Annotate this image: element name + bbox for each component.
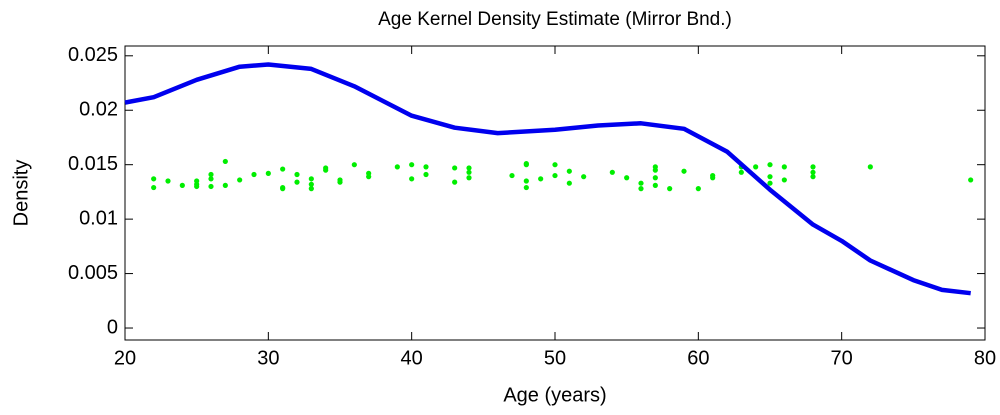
- scatter-point: [767, 180, 773, 186]
- scatter-point: [466, 165, 472, 171]
- scatter-point: [968, 177, 974, 183]
- scatter-point: [523, 178, 529, 184]
- x-tick-label: 20: [114, 347, 136, 369]
- x-tick-label: 50: [544, 347, 566, 369]
- y-axis-label: Density: [10, 160, 32, 227]
- scatter-point: [351, 162, 357, 168]
- scatter-point: [337, 179, 343, 185]
- x-tick-label: 80: [974, 347, 996, 369]
- scatter-point: [753, 164, 759, 170]
- x-tick-label: 40: [401, 347, 423, 369]
- scatter-point: [638, 186, 644, 192]
- scatter-point: [208, 176, 214, 182]
- scatter-point: [222, 182, 228, 188]
- scatter-point: [251, 171, 257, 178]
- density-line: [124, 62, 971, 296]
- scatter-point: [652, 182, 658, 188]
- scatter-point: [280, 166, 286, 172]
- plot-frame: [124, 45, 986, 341]
- scatter-point: [294, 171, 300, 178]
- y-tick-label: 0.005: [68, 262, 118, 284]
- scatter-point: [208, 171, 214, 178]
- chart-title: Age Kernel Density Estimate (Mirror Bnd.…: [378, 9, 732, 30]
- scatter-point: [538, 176, 544, 182]
- scatter-point: [552, 172, 558, 179]
- scatter-point: [710, 175, 716, 181]
- scatter-point: [151, 176, 157, 182]
- scatter-point: [867, 164, 873, 170]
- scatter-point: [423, 171, 429, 178]
- scatter-point: [466, 175, 472, 181]
- scatter-point: [767, 174, 773, 180]
- scatter-point: [165, 178, 171, 184]
- y-tick-label: 0: [107, 316, 118, 338]
- scatter-point: [308, 186, 314, 192]
- x-tick-label: 60: [687, 347, 709, 369]
- scatter-point: [695, 186, 701, 192]
- scatter-point: [810, 164, 816, 170]
- scatter-point: [237, 177, 243, 183]
- scatter-point: [208, 183, 214, 190]
- scatter-point: [667, 186, 673, 192]
- x-axis-label: Age (years): [503, 384, 606, 406]
- scatter-point: [566, 168, 572, 174]
- scatter-point: [423, 164, 429, 170]
- y-tick-label: 0.02: [79, 99, 118, 121]
- scatter-point: [552, 162, 558, 168]
- scatter-point: [308, 181, 314, 187]
- scatter-point: [523, 184, 529, 191]
- y-tick-label: 0.015: [68, 153, 118, 175]
- scatter-point: [566, 180, 572, 186]
- scatter-point: [308, 176, 314, 182]
- scatter-point: [194, 183, 200, 190]
- scatter-point: [652, 167, 658, 173]
- scatter-point: [409, 162, 415, 168]
- x-tick-label: 70: [831, 347, 853, 369]
- scatter-point: [452, 165, 458, 171]
- scatter-point: [280, 186, 286, 192]
- scatter-point: [509, 172, 515, 179]
- scatter-point: [738, 169, 744, 175]
- scatter-point: [581, 174, 587, 180]
- scatter-point: [609, 169, 615, 175]
- y-tick-label: 0.01: [79, 207, 118, 229]
- scatter-point: [810, 169, 816, 175]
- scatter-point: [409, 176, 415, 182]
- scatter-point: [452, 179, 458, 185]
- scatter-point: [767, 162, 773, 168]
- scatter-point: [466, 169, 472, 175]
- scatter-point: [681, 168, 687, 174]
- scatter-point: [781, 177, 787, 183]
- scatter-point: [294, 179, 300, 185]
- scatter-point: [323, 167, 329, 173]
- scatter-point: [810, 174, 816, 180]
- y-tick-label: 0.025: [68, 44, 118, 66]
- scatter-point: [179, 182, 185, 188]
- scatter-point: [624, 175, 630, 181]
- scatter-point: [638, 180, 644, 186]
- x-tick-label: 30: [257, 347, 279, 369]
- scatter-point: [222, 158, 228, 165]
- scatter-point: [151, 184, 157, 191]
- scatter-point: [366, 174, 372, 180]
- scatter-point: [265, 170, 271, 176]
- scatter-point: [652, 175, 658, 181]
- scatter-point: [781, 164, 787, 170]
- scatter-point: [394, 164, 400, 170]
- scatter-point: [523, 162, 529, 168]
